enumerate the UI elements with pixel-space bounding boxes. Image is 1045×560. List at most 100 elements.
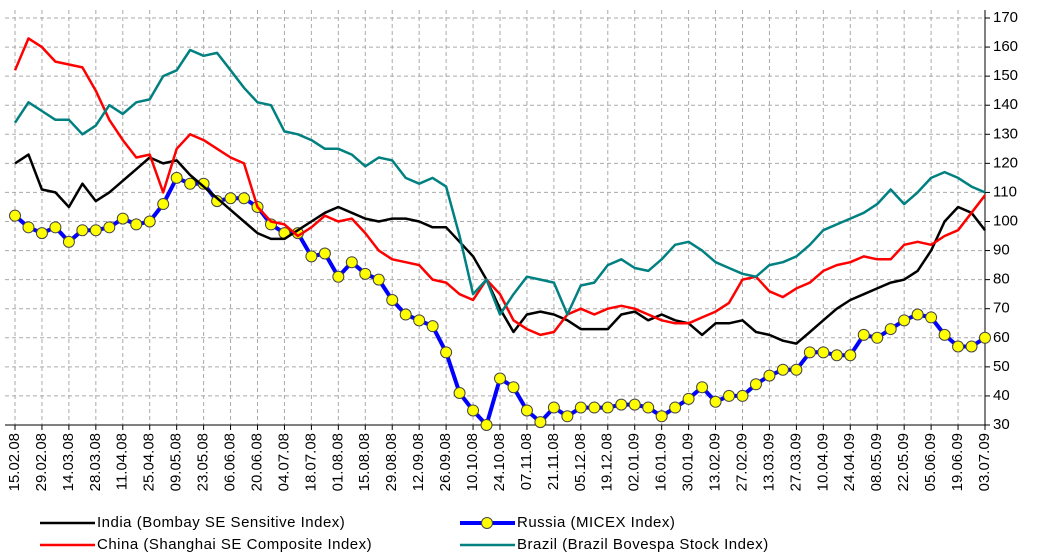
marker: [157, 198, 170, 211]
x-tick-label: 11.04.08: [114, 433, 131, 490]
marker: [520, 404, 533, 417]
marker: [615, 398, 628, 411]
x-tick-label: 10.10.08: [464, 433, 481, 491]
x-tick-label: 19.06.09: [949, 433, 966, 491]
x-tick-label: 29.08.08: [383, 433, 400, 491]
x-tick-label: 19.12.08: [599, 433, 616, 491]
x-tick-label: 08.05.09: [868, 433, 885, 491]
marker: [871, 331, 884, 344]
marker: [574, 401, 587, 414]
legend-label: Brazil (Brazil Bovespa Stock Index): [517, 536, 769, 553]
marker: [709, 395, 722, 408]
marker: [359, 267, 372, 280]
marker: [642, 401, 655, 414]
marker: [817, 346, 830, 359]
marker: [655, 410, 668, 423]
x-tick-label: 06.06.08: [222, 433, 239, 491]
marker: [399, 308, 412, 321]
marker: [696, 381, 709, 394]
x-tick-label: 25.04.08: [141, 433, 158, 491]
x-tick-label: 28.03.08: [87, 433, 104, 491]
y-tick-label: 100: [993, 212, 1018, 229]
legend-label: Russia (MICEX Index): [517, 514, 675, 531]
marker: [35, 227, 48, 240]
x-tick-label: 13.03.09: [760, 433, 777, 491]
marker: [507, 381, 520, 394]
marker: [830, 349, 843, 362]
y-tick-label: 90: [993, 242, 1010, 259]
marker: [494, 372, 506, 385]
y-tick-label: 120: [993, 154, 1018, 171]
marker: [682, 392, 695, 405]
marker: [49, 221, 62, 234]
x-tick-label: 12.09.08: [410, 433, 427, 491]
marker: [426, 320, 439, 333]
x-tick-label: 29.02.08: [33, 433, 50, 491]
marker: [467, 404, 480, 417]
marker: [844, 349, 857, 362]
marker: [224, 192, 237, 205]
y-tick-label: 30: [993, 416, 1010, 433]
y-tick-label: 40: [993, 387, 1010, 404]
marker: [89, 224, 102, 237]
marker: [332, 270, 345, 283]
y-tick-label: 80: [993, 271, 1010, 288]
x-tick-label: 04.07.08: [275, 433, 292, 491]
marker: [857, 328, 870, 341]
x-tick-label: 16.01.09: [653, 433, 670, 491]
y-tick-label: 150: [993, 67, 1018, 84]
y-tick-label: 160: [993, 38, 1018, 55]
marker: [628, 398, 641, 411]
marker: [184, 177, 197, 190]
marker: [197, 177, 210, 190]
legend-label: China (Shanghai SE Composite Index): [97, 536, 372, 553]
marker: [965, 340, 978, 353]
x-tick-label: 27.03.09: [787, 433, 804, 491]
x-tick-label: 13.02.09: [707, 433, 724, 491]
marker: [305, 250, 318, 263]
marker: [588, 401, 601, 414]
x-tick-label: 14.03.08: [60, 433, 77, 491]
marker: [790, 363, 803, 376]
marker: [453, 387, 466, 400]
marker: [480, 419, 493, 431]
marker: [103, 221, 116, 234]
marker: [547, 401, 560, 414]
marker: [116, 212, 129, 225]
marker: [925, 311, 938, 324]
marker: [372, 273, 385, 286]
marker: [22, 221, 35, 234]
series-line: [13, 37, 986, 337]
marker: [76, 224, 89, 237]
x-tick-label: 03.07.09: [976, 433, 993, 491]
legend-label: India (Bombay SE Sensitive Index): [97, 514, 345, 531]
y-tick-label: 50: [993, 358, 1010, 375]
x-tick-label: 05.12.08: [572, 433, 589, 491]
marker: [62, 235, 75, 248]
x-tick-label: 24.10.08: [491, 433, 508, 491]
x-tick-label: 05.06.09: [922, 433, 939, 491]
marker: [601, 401, 614, 414]
marker: [884, 323, 897, 336]
y-tick-label: 140: [993, 96, 1018, 113]
marker: [561, 410, 574, 423]
y-tick-label: 130: [993, 125, 1018, 142]
y-tick-label: 60: [993, 329, 1010, 346]
marker: [238, 192, 251, 205]
y-tick-label: 170: [993, 9, 1018, 26]
marker: [898, 314, 911, 327]
marker: [386, 293, 399, 306]
marker: [776, 363, 789, 376]
x-tick-label: 23.05.08: [195, 433, 212, 491]
y-tick-label: 70: [993, 300, 1010, 317]
marker: [9, 209, 21, 222]
marker: [803, 346, 816, 359]
x-tick-label: 20.06.08: [248, 433, 265, 491]
marker: [763, 369, 776, 382]
marker: [979, 331, 991, 344]
marker: [318, 247, 331, 260]
marker: [938, 328, 951, 341]
marker: [130, 218, 143, 231]
marker: [440, 346, 453, 359]
